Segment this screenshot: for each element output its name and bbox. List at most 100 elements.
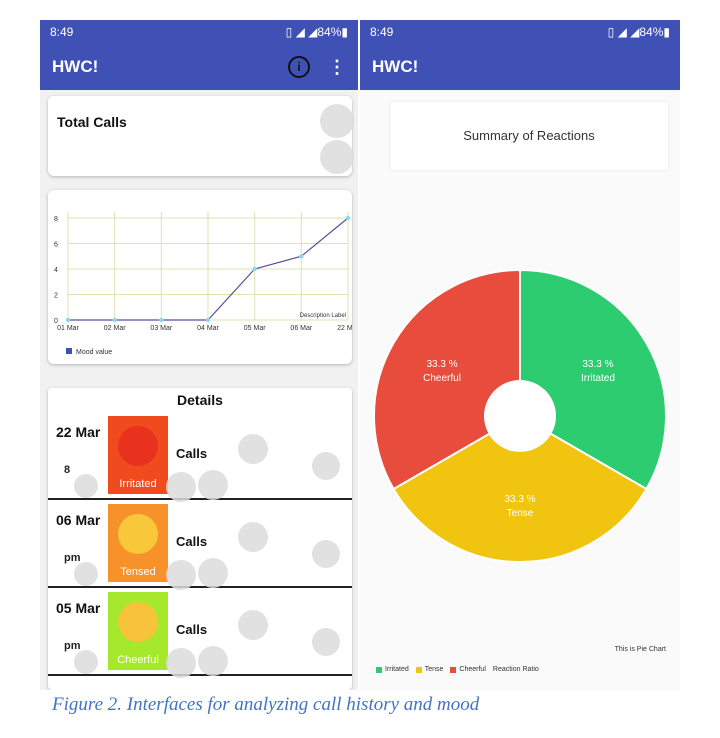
- row-time: pm: [64, 640, 81, 652]
- emoji-face-icon: [118, 514, 158, 554]
- redacted-blob: [166, 560, 196, 590]
- redacted-blob: [238, 434, 268, 464]
- y-tick-label: 0: [54, 318, 58, 325]
- data-point: [159, 317, 164, 323]
- emotion-tile: Irritated: [108, 416, 168, 494]
- summary-card: Summary of Reactions: [390, 102, 668, 170]
- app-title: HWC!: [372, 57, 419, 76]
- status-time: 8:49: [370, 25, 394, 39]
- redacted-blob: [74, 562, 98, 586]
- x-tick-label: 06 Mar: [290, 325, 312, 332]
- data-point: [252, 266, 257, 272]
- legend-label: Tense: [424, 666, 444, 673]
- x-tick-label: 05 Mar: [244, 325, 266, 332]
- redacted-blob: [312, 452, 340, 480]
- details-title: Details: [177, 392, 223, 408]
- description-label: Description Label: [300, 313, 346, 319]
- row-time: pm: [64, 552, 81, 564]
- x-tick-label: 02 Mar: [104, 325, 126, 332]
- row-calls-label: Calls: [176, 446, 208, 461]
- info-icon[interactable]: i: [288, 56, 310, 78]
- row-date: 05 Mar: [56, 600, 101, 616]
- redacted-blob: [166, 648, 196, 678]
- legend-label: Irritated: [385, 666, 409, 673]
- redacted-blob: [74, 650, 98, 674]
- pie-slice-cheerful: [373, 268, 521, 491]
- legend-label: Mood value: [76, 349, 112, 356]
- app-bar: HWC!: [360, 44, 680, 90]
- status-bar: 8:49 ▯ ◢ ◢ 84% ▮: [40, 20, 358, 44]
- emoji-face-icon: [118, 602, 158, 642]
- status-bar: 8:49 ▯ ◢ ◢ 84% ▮: [360, 20, 680, 44]
- x-tick-label: 03 Mar: [150, 325, 172, 332]
- details-card: Details 22 Mar 8 Irritated Calls 06 Mar pm Ten…: [48, 388, 352, 690]
- data-point: [345, 215, 351, 221]
- redacted-blob: [238, 610, 268, 640]
- data-point: [299, 254, 304, 259]
- slice-category-label: Cheerful: [423, 373, 461, 384]
- pie-slice-irritated: [519, 268, 667, 491]
- status-time: 8:49: [50, 25, 74, 39]
- signal-icon: ▯ ◢ ◢: [607, 25, 640, 39]
- pie-hole: [484, 380, 556, 452]
- legend-suffix: Reaction Ratio: [492, 666, 539, 673]
- redacted-blob: [198, 470, 228, 500]
- legend-swatch: [450, 666, 457, 673]
- data-point: [65, 317, 71, 323]
- slice-value-label: 33.3 %: [504, 494, 535, 505]
- x-tick-label: 01 Mar: [57, 325, 79, 332]
- row-date: 06 Mar: [56, 512, 101, 528]
- pie-slice-tense: [392, 414, 648, 563]
- redacted-blob: [320, 104, 354, 138]
- legend-swatch: [66, 348, 72, 354]
- emotion-label: Tensed: [120, 566, 156, 578]
- y-tick-label: 8: [54, 216, 58, 223]
- redacted-blob: [198, 646, 228, 676]
- mood-chart-card: 0 2 4 6 8 01 Mar 02 Mar 03 Mar 04 Mar 05 Mar 06 Ma…: [48, 190, 358, 364]
- pie-legend: Irritated Tense Cheerful Reaction Ratio: [376, 666, 539, 673]
- mood-line-chart: 0 2 4 6 8 01 Mar 02 Mar 03 Mar 04 Mar 05 Mar 06 Ma…: [54, 212, 358, 356]
- emotion-label: Cheerful: [117, 654, 159, 666]
- x-tick-label: 22 Mar: [337, 325, 352, 332]
- redacted-blob: [312, 540, 340, 568]
- slice-value-label: 33.3 %: [582, 359, 613, 370]
- signal-icon: ▯ ◢ ◢: [285, 25, 318, 39]
- app-title: HWC!: [52, 57, 99, 76]
- redacted-blob: [312, 628, 340, 656]
- detail-row[interactable]: 22 Mar 8 Irritated Calls: [48, 412, 352, 502]
- slice-category-label: Irritated: [581, 373, 615, 384]
- redacted-blob: [198, 558, 228, 588]
- total-calls-card: Total Calls: [48, 96, 354, 176]
- more-vertical-icon[interactable]: ⋮: [328, 56, 346, 77]
- emotion-tile: Tensed: [108, 504, 168, 582]
- y-tick-label: 2: [54, 293, 58, 300]
- detail-row[interactable]: 05 Mar pm Cheerful Calls: [48, 588, 352, 678]
- figure-caption: Figure 2. Interfaces for analyzing call …: [52, 694, 480, 715]
- detail-row[interactable]: 06 Mar pm Tensed Calls: [48, 500, 352, 590]
- y-tick-label: 6: [54, 242, 58, 249]
- row-date: 22 Mar: [56, 424, 101, 440]
- slice-value-label: 33.3 %: [426, 359, 457, 370]
- data-point: [112, 317, 117, 323]
- row-calls-label: Calls: [176, 622, 208, 637]
- right-phone-screen: 8:49 ▯ ◢ ◢ 84% ▮ HWC! Summary of Reactio…: [360, 20, 680, 690]
- app-bar: HWC! i ⋮: [40, 44, 358, 90]
- legend-label: Cheerful: [459, 666, 486, 673]
- row-time: 8: [64, 464, 71, 476]
- emotion-label: Irritated: [119, 478, 157, 490]
- battery-level: 84%: [639, 25, 664, 39]
- y-tick-label: 4: [54, 267, 58, 274]
- slice-category-label: Tense: [507, 508, 534, 519]
- legend-swatch: [415, 666, 422, 673]
- redacted-blob: [166, 472, 196, 502]
- reaction-pie-chart: 33.3 % Irritated 33.3 % Tense 33.3 % Cheerful: [373, 268, 667, 563]
- total-calls-title: Total Calls: [57, 114, 127, 130]
- pie-caption: This is Pie Chart: [614, 646, 666, 653]
- row-calls-label: Calls: [176, 534, 208, 549]
- redacted-blob: [238, 522, 268, 552]
- battery-icon: ▮: [341, 25, 348, 39]
- summary-title: Summary of Reactions: [463, 128, 595, 143]
- legend-swatch: [376, 666, 382, 673]
- emoji-face-icon: [118, 426, 158, 466]
